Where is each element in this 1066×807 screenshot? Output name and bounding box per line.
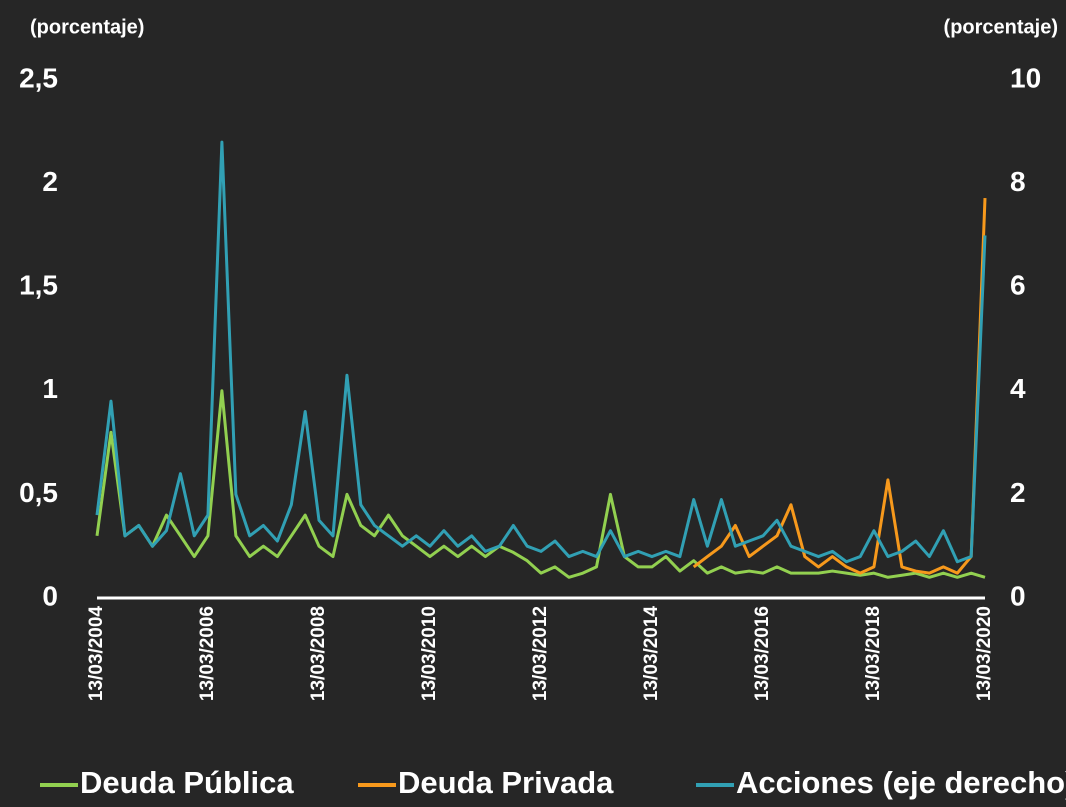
y-tick-label: 0,5: [19, 477, 58, 508]
y-tick-label: 0: [42, 580, 58, 611]
y2-tick-label: 6: [1010, 270, 1026, 301]
y2-tick-label: 10: [1010, 62, 1041, 93]
x-tick-label: 13/03/2020: [974, 606, 995, 701]
x-tick-label: 13/03/2018: [863, 606, 884, 701]
legend-label: Deuda Privada: [398, 765, 614, 800]
x-tick-label: 13/03/2004: [86, 606, 107, 702]
y2-tick-label: 4: [1010, 373, 1026, 404]
legend-label: Acciones (eje derecho): [736, 765, 1066, 800]
x-tick-label: 13/03/2008: [308, 606, 329, 701]
series-line: [97, 391, 985, 577]
x-tick-label: 13/03/2010: [419, 606, 440, 701]
x-tick-label: 13/03/2006: [197, 606, 218, 701]
series-line: [694, 198, 985, 573]
y2-axis-label: (porcentaje): [944, 16, 1058, 38]
y-tick-label: 1,5: [19, 270, 58, 301]
y-tick-label: 2: [42, 166, 58, 197]
y-axis-label: (porcentaje): [30, 16, 144, 38]
y-tick-label: 2,5: [19, 62, 58, 93]
y2-tick-label: 2: [1010, 477, 1026, 508]
series-line: [97, 142, 985, 562]
y2-tick-label: 8: [1010, 166, 1026, 197]
x-tick-label: 13/03/2012: [530, 606, 551, 701]
x-tick-label: 13/03/2014: [641, 606, 662, 702]
y-tick-label: 1: [42, 373, 58, 404]
legend-label: Deuda Pública: [80, 765, 294, 800]
y2-tick-label: 0: [1010, 580, 1026, 611]
x-tick-label: 13/03/2016: [752, 606, 773, 701]
